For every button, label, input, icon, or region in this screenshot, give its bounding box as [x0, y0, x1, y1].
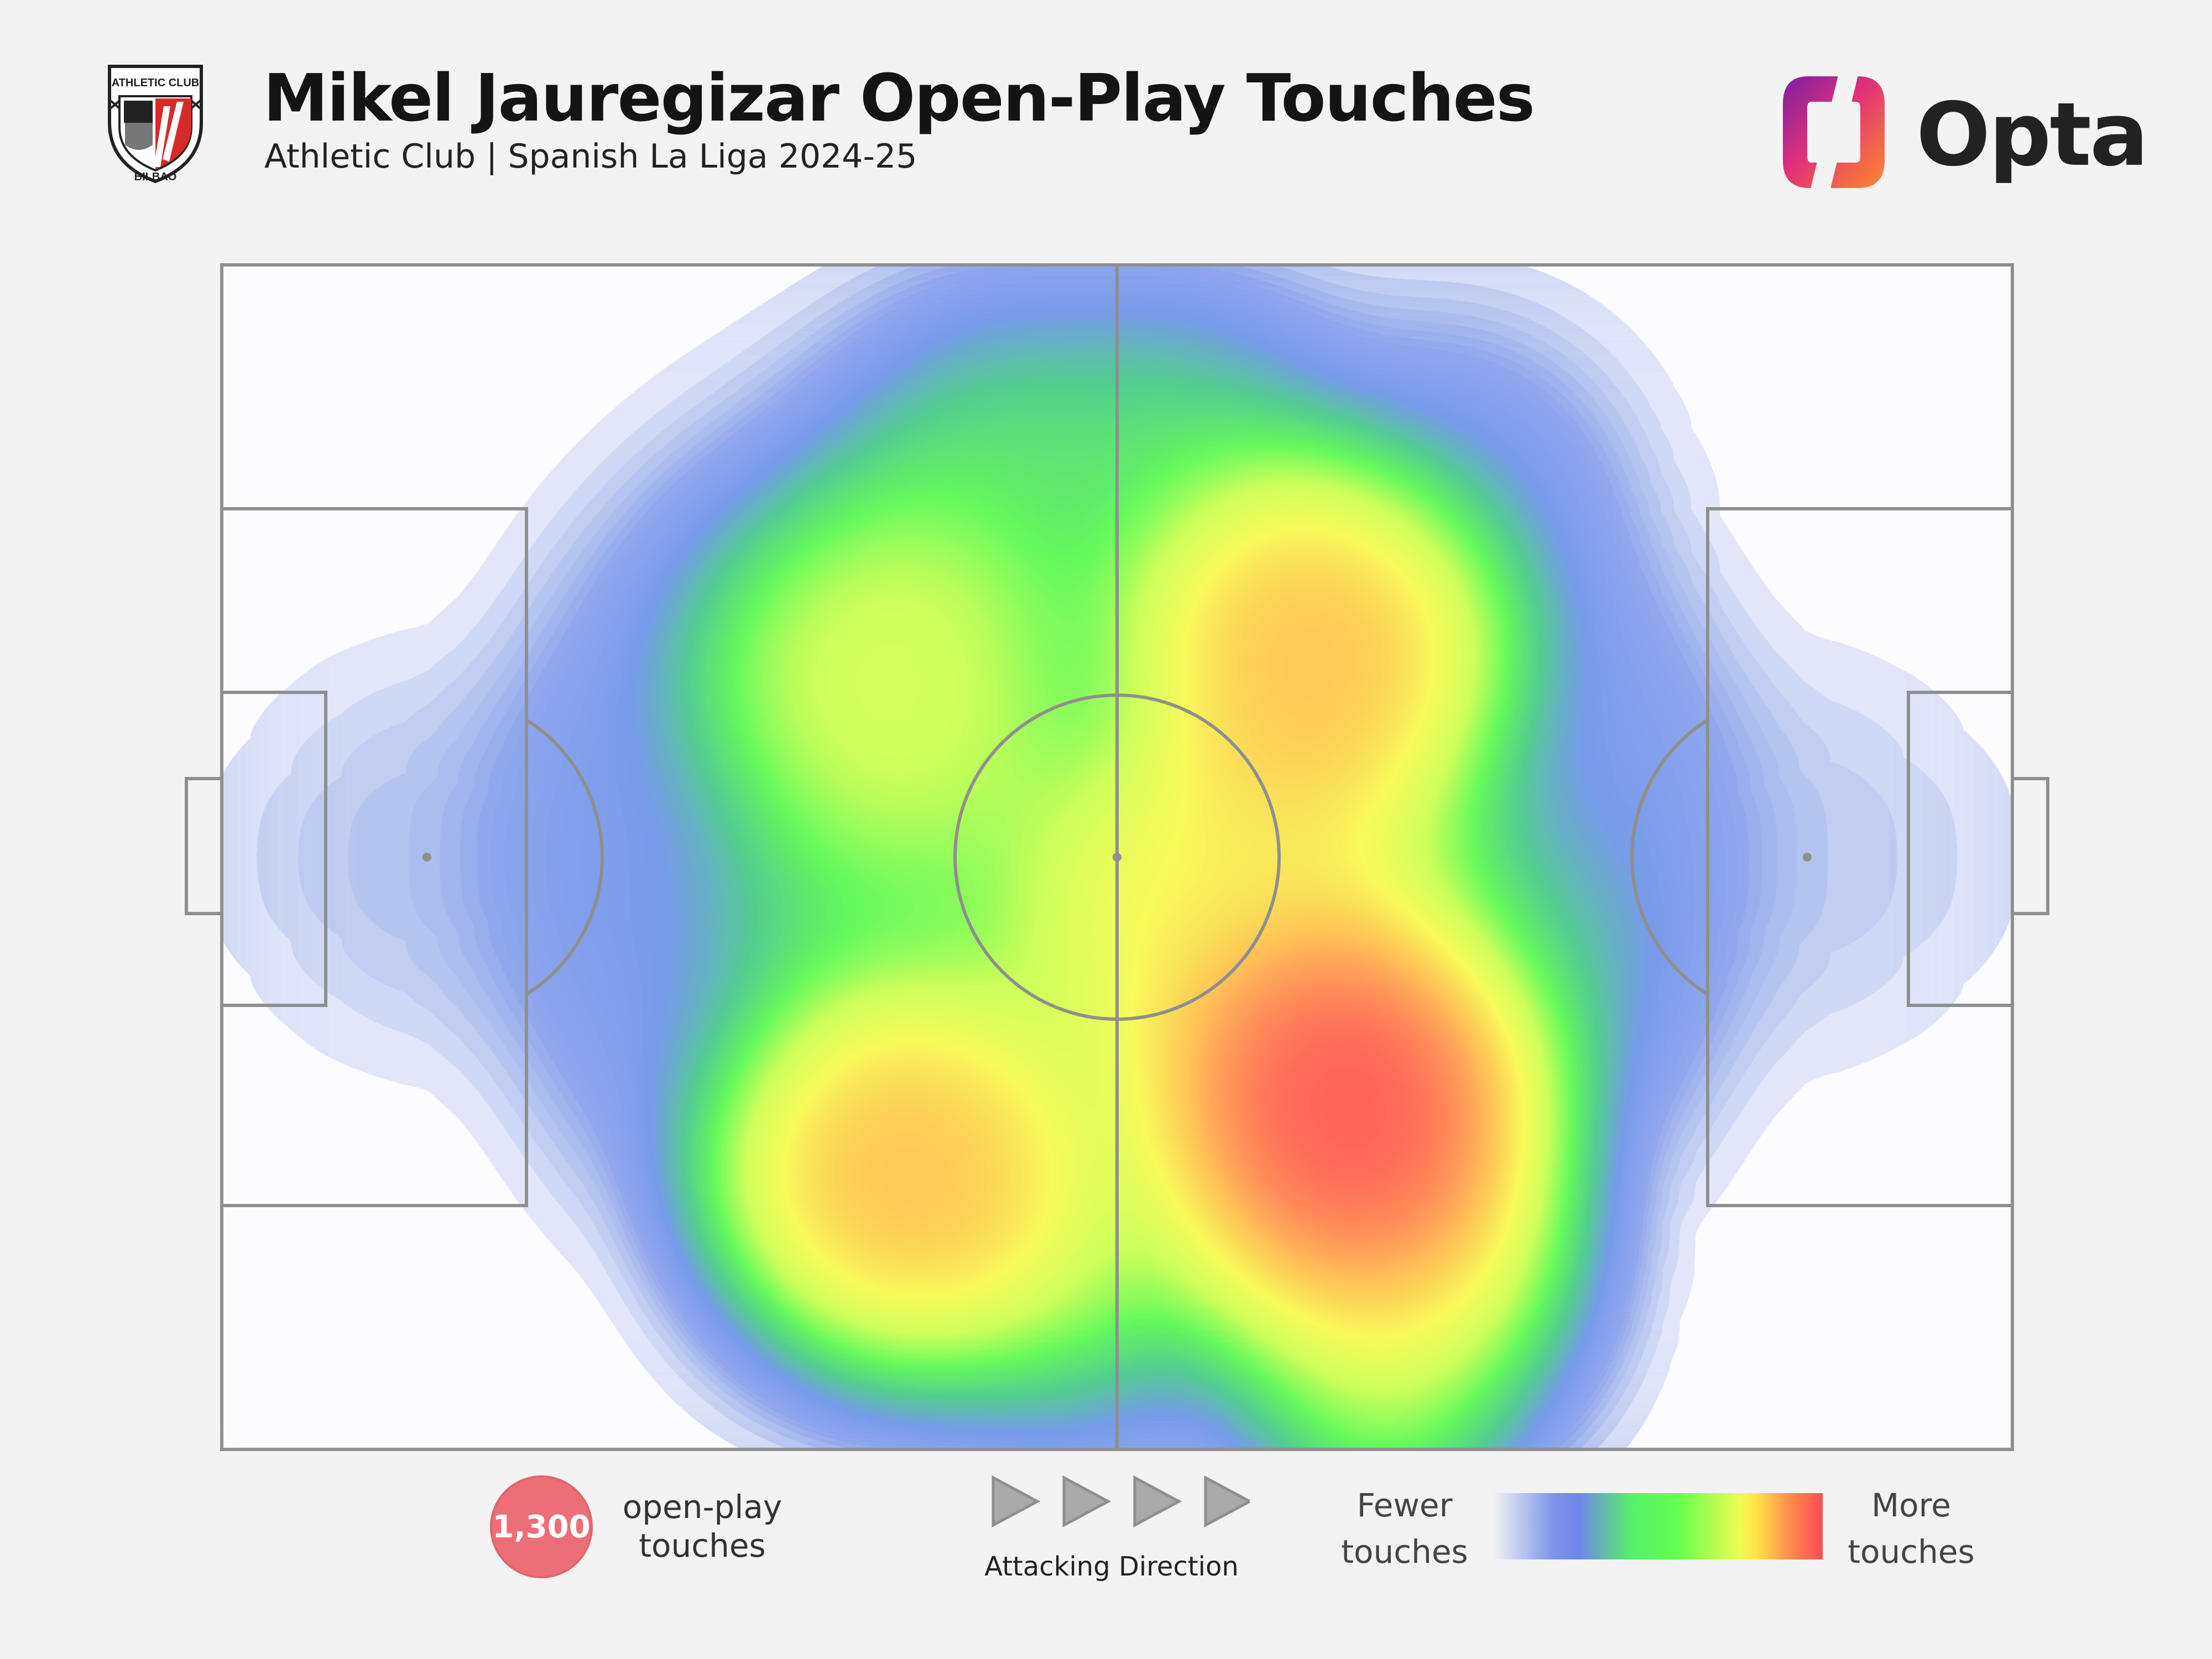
athletic-club-crest: ATHLETIC CLUB BILBAO: [103, 62, 208, 185]
heat-hotspot: [1005, 336, 1337, 668]
heatmap-pitch: [177, 254, 2057, 1460]
direction-arrow-icon: [1133, 1475, 1182, 1528]
heat-hotspot: [1273, 359, 1605, 692]
heat-hotspot: [897, 1046, 1229, 1379]
touches-caption-line2: touches: [639, 1527, 766, 1564]
chart-title: Mikel Jauregizar Open-Play Touches: [263, 60, 1535, 136]
direction-arrow-icon: [1204, 1475, 1253, 1528]
legend-fewer-line1: Fewer: [1357, 1486, 1453, 1524]
opta-logo: Opta: [1775, 62, 2149, 200]
attacking-direction-label: Attacking Direction: [984, 1551, 1239, 1582]
heat-hotspot: [736, 762, 1068, 1094]
heat-hotspot: [270, 691, 603, 1023]
crest-top-text: ATHLETIC CLUB: [112, 77, 200, 89]
attacking-direction-arrows: [990, 1471, 1253, 1532]
touches-caption: open-play touches: [608, 1488, 796, 1565]
opta-logo-icon: [1783, 66, 1885, 198]
chart-subtitle: Athletic Club | Spanish La Liga 2024-25: [264, 137, 917, 176]
color-scale-bar: [1493, 1493, 1823, 1559]
legend-more-line2: touches: [1848, 1533, 1975, 1571]
heat-hotspot: [1291, 810, 1624, 1142]
total-touches-badge: 1,300: [490, 1475, 593, 1578]
touches-caption-line1: open-play: [622, 1488, 782, 1526]
direction-arrow-icon: [1062, 1475, 1112, 1528]
crest-bottom-text: BILBAO: [134, 171, 177, 183]
legend-fewer-label: Fewer touches: [1322, 1482, 1488, 1575]
heat-hotspot: [1631, 691, 1964, 1023]
heat-hotspot: [1219, 1082, 1552, 1414]
opta-brand-name: Opta: [1916, 84, 2149, 186]
legend-more-label: More touches: [1828, 1482, 1994, 1575]
direction-arrow-icon: [992, 1475, 1041, 1528]
legend-fewer-line2: touches: [1341, 1533, 1468, 1571]
legend-more-line1: More: [1871, 1486, 1951, 1524]
